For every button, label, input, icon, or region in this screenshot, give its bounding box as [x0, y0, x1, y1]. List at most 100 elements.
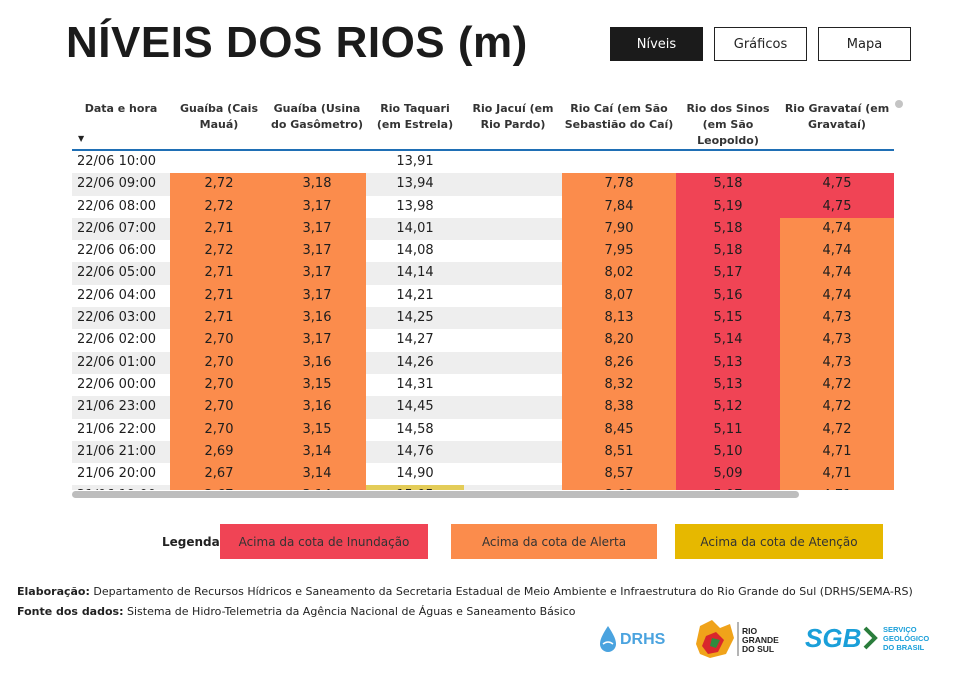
- level-cell: [464, 418, 562, 441]
- level-cell: 2,71: [170, 262, 268, 285]
- level-cell: 3,14: [268, 463, 366, 486]
- horizontal-scrollbar[interactable]: [72, 491, 799, 498]
- level-cell: 4,71: [780, 485, 894, 490]
- level-cell: 5,16: [676, 284, 780, 308]
- water-drop-icon: [600, 626, 616, 652]
- level-cell: 14,27: [366, 329, 464, 352]
- level-cell: 8,57: [562, 463, 676, 486]
- level-cell: 14,14: [366, 262, 464, 285]
- datetime-cell: 22/06 07:00: [72, 217, 170, 241]
- footnote-elaboracao-text: Departamento de Recursos Hídricos e Sane…: [93, 585, 913, 598]
- svg-text:SERVIÇO: SERVIÇO: [883, 625, 917, 634]
- legend-atencao: Acima da cota de Atenção: [675, 524, 883, 559]
- table-row: 22/06 03:00 2,71 3,16 14,25 8,13 5,15 4,73: [72, 307, 894, 330]
- column-header-rio-jacui[interactable]: Rio Jacuí (em Rio Pardo): [464, 92, 562, 151]
- level-cell: 5,18: [676, 173, 780, 196]
- level-cell: [464, 262, 562, 285]
- level-cell: 2,69: [170, 440, 268, 464]
- level-cell: 5,18: [676, 240, 780, 263]
- table-row: 22/06 10:00 13,91: [72, 150, 894, 174]
- table-row: 22/06 08:00 2,72 3,17 13,98 7,84 5,19 4,75: [72, 195, 894, 218]
- level-cell: 2,67: [170, 485, 268, 490]
- footnote-fonte-label: Fonte dos dados:: [17, 605, 124, 618]
- table-row: 22/06 01:00 2,70 3,16 14,26 8,26 5,13 4,73: [72, 351, 894, 374]
- level-cell: [268, 150, 366, 174]
- level-cell: 13,91: [366, 150, 464, 174]
- column-header-rio-gravatai[interactable]: Rio Gravataí (em Gravataí): [780, 92, 894, 151]
- level-cell: 2,71: [170, 284, 268, 308]
- datetime-cell: 21/06 22:00: [72, 418, 170, 441]
- table-row: 22/06 05:00 2,71 3,17 14,14 8,02 5,17 4,74: [72, 262, 894, 285]
- sort-descending-icon[interactable]: ▼: [78, 134, 85, 143]
- datetime-cell: 22/06 03:00: [72, 307, 170, 330]
- level-cell: [464, 329, 562, 352]
- level-cell: 3,16: [268, 351, 366, 374]
- level-cell: 3,14: [268, 440, 366, 464]
- datetime-cell: 22/06 02:00: [72, 329, 170, 352]
- datetime-cell: 22/06 01:00: [72, 351, 170, 374]
- level-cell: 4,74: [780, 262, 894, 285]
- column-header-guaiba-cais-maua[interactable]: Guaíba (Cais Mauá): [170, 92, 268, 151]
- level-cell: [562, 150, 676, 174]
- level-cell: 7,78: [562, 173, 676, 196]
- vertical-scrollbar[interactable]: [895, 100, 903, 108]
- level-cell: 8,02: [562, 262, 676, 285]
- level-cell: 7,84: [562, 195, 676, 218]
- table-row: 22/06 02:00 2,70 3,17 14,27 8,20 5,14 4,73: [72, 329, 894, 352]
- level-cell: 14,26: [366, 351, 464, 374]
- level-cell: 5,18: [676, 217, 780, 241]
- drhs-logo: DRHS: [600, 626, 666, 652]
- level-cell: [464, 284, 562, 308]
- level-cell: 3,16: [268, 396, 366, 419]
- page-title: NÍVEIS DOS RIOS (m): [66, 18, 528, 67]
- level-cell: 8,38: [562, 396, 676, 419]
- level-cell: 14,45: [366, 396, 464, 419]
- table-header-row: Data e hora ▼ Guaíba (Cais Mauá) Guaíba …: [72, 92, 894, 151]
- level-cell: [464, 150, 562, 174]
- column-header-datetime[interactable]: Data e hora ▼: [72, 92, 170, 151]
- level-cell: 2,72: [170, 240, 268, 263]
- level-cell: 4,74: [780, 217, 894, 241]
- level-cell: 3,18: [268, 173, 366, 196]
- nav-mapa-button[interactable]: Mapa: [818, 27, 911, 61]
- footnote-fonte-text: Sistema de Hidro-Telemetria da Agência N…: [127, 605, 576, 618]
- column-header-rio-taquari[interactable]: Rio Taquari (em Estrela): [366, 92, 464, 151]
- level-cell: 3,17: [268, 262, 366, 285]
- level-cell: 2,72: [170, 173, 268, 196]
- level-cell: 3,15: [268, 418, 366, 441]
- level-cell: 8,26: [562, 351, 676, 374]
- level-cell: 2,72: [170, 195, 268, 218]
- level-cell: 4,73: [780, 307, 894, 330]
- sgb-logo-text: SGB: [805, 623, 861, 653]
- level-cell: 3,17: [268, 284, 366, 308]
- datetime-cell: 22/06 00:00: [72, 373, 170, 397]
- level-cell: 4,74: [780, 240, 894, 263]
- level-cell: 2,67: [170, 463, 268, 486]
- level-cell: 4,72: [780, 373, 894, 397]
- level-cell: 5,15: [676, 307, 780, 330]
- level-cell: 2,70: [170, 418, 268, 441]
- level-cell: 2,70: [170, 396, 268, 419]
- sgb-logo: SGB SERVIÇO GEOLÓGICO DO BRASIL: [805, 623, 929, 653]
- level-cell: 3,15: [268, 373, 366, 397]
- level-cell: 5,11: [676, 418, 780, 441]
- level-cell: 5,13: [676, 351, 780, 374]
- level-cell: 7,95: [562, 240, 676, 263]
- level-cell: 8,51: [562, 440, 676, 464]
- column-header-rio-cai[interactable]: Rio Caí (em São Sebastião do Caí): [562, 92, 676, 151]
- column-header-guaiba-gasometro[interactable]: Guaíba (Usina do Gasômetro): [268, 92, 366, 151]
- column-header-rio-dos-sinos[interactable]: Rio dos Sinos (em São Leopoldo): [676, 92, 780, 151]
- level-cell: 8,07: [562, 284, 676, 308]
- table-row: 21/06 20:00 2,67 3,14 14,90 8,57 5,09 4,71: [72, 463, 894, 486]
- level-cell: 14,31: [366, 373, 464, 397]
- nav-graficos-button[interactable]: Gráficos: [714, 27, 807, 61]
- level-cell: 3,14: [268, 485, 366, 490]
- level-cell: 14,76: [366, 440, 464, 464]
- level-cell: 3,17: [268, 329, 366, 352]
- table-row: 21/06 19:002,673,1415,05 8,635,074,71: [72, 485, 894, 490]
- river-levels-table-container[interactable]: Data e hora ▼ Guaíba (Cais Mauá) Guaíba …: [72, 92, 894, 490]
- level-cell: [464, 440, 562, 464]
- footnote-elaboracao: Elaboração: Departamento de Recursos Híd…: [17, 585, 913, 598]
- nav-niveis-button[interactable]: Níveis: [610, 27, 703, 61]
- level-cell: 13,98: [366, 195, 464, 218]
